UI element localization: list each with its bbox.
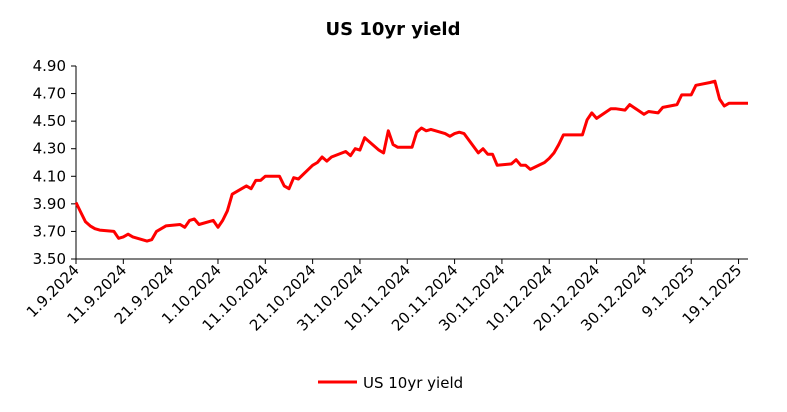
y-tick-label: 4.50 [33, 112, 66, 130]
x-axis: 1.9.202411.9.202421.9.20241.10.202411.10… [23, 258, 748, 335]
series-line [74, 79, 748, 243]
y-tick-label: 4.90 [33, 57, 66, 75]
y-tick-label: 4.30 [33, 140, 66, 158]
legend-label: US 10yr yield [363, 374, 463, 392]
y-tick-label: 3.90 [33, 195, 66, 213]
y-tick-label: 4.70 [33, 85, 66, 103]
y-tick-label: 3.70 [33, 222, 66, 240]
y-tick-label: 3.50 [33, 250, 66, 268]
y-axis: 3.50 3.70 3.90 4.10 4.30 4.50 4.70 4.90 [33, 57, 77, 268]
legend: US 10yr yield [318, 374, 463, 392]
plot-area [74, 79, 748, 243]
chart-title: US 10yr yield [326, 19, 461, 40]
y-tick-label: 4.10 [33, 167, 66, 185]
